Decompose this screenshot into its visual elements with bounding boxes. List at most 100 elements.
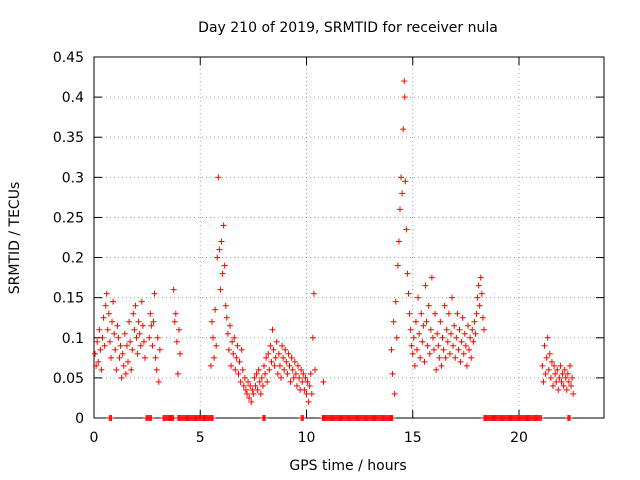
data-point (134, 350, 141, 357)
data-point (256, 378, 263, 385)
data-point (117, 342, 124, 349)
data-point (255, 366, 262, 373)
data-point (147, 310, 154, 317)
data-point (283, 358, 290, 365)
data-point (405, 290, 412, 297)
data-point (451, 322, 458, 329)
data-point (433, 366, 440, 373)
data-point (414, 346, 420, 353)
data-point (252, 382, 259, 389)
data-point (125, 358, 131, 365)
data-point (261, 362, 267, 369)
data-point (248, 398, 255, 405)
data-point (232, 366, 239, 373)
data-point (289, 366, 296, 373)
data-point (417, 354, 424, 361)
data-point (114, 322, 121, 329)
data-point (223, 314, 230, 321)
data-point (212, 306, 219, 313)
data-point (170, 286, 177, 293)
y-tick-label: 0.3 (62, 170, 84, 186)
data-point (418, 310, 425, 317)
data-point (292, 370, 299, 377)
data-point (172, 310, 179, 317)
data-point (221, 262, 228, 269)
data-point (148, 415, 155, 421)
data-point (131, 326, 138, 333)
data-point (473, 310, 480, 317)
data-point (563, 386, 570, 393)
data-point (478, 290, 485, 297)
data-point (123, 342, 130, 349)
data-point (445, 310, 452, 317)
data-point (118, 374, 125, 381)
data-point (285, 350, 292, 357)
data-point (295, 362, 301, 369)
data-point (228, 362, 235, 369)
data-point (245, 378, 252, 385)
x-tick-label: 15 (404, 430, 422, 446)
data-point (93, 362, 100, 369)
data-point (207, 362, 214, 369)
data-point (393, 334, 400, 341)
data-point (565, 378, 572, 385)
data-point (407, 326, 414, 333)
data-point (269, 326, 276, 333)
data-point (465, 322, 471, 329)
data-point (288, 354, 295, 361)
data-point (303, 390, 310, 397)
data-point (298, 366, 305, 373)
data-point (435, 342, 442, 349)
data-point (475, 282, 482, 289)
data-point (299, 378, 306, 385)
data-points (92, 78, 577, 421)
data-point (307, 370, 314, 377)
data-point (308, 390, 315, 397)
data-point (546, 350, 553, 357)
data-point (242, 386, 249, 393)
data-point (300, 415, 307, 421)
data-point (262, 370, 269, 377)
data-point (441, 302, 448, 309)
data-point (112, 346, 119, 353)
data-point (119, 350, 126, 357)
data-point (281, 366, 288, 373)
data-point (273, 338, 280, 345)
axis-ticks (93, 56, 604, 419)
data-point (570, 390, 577, 397)
data-point (129, 346, 136, 353)
data-point (235, 370, 242, 377)
data-point (550, 382, 556, 389)
data-point (388, 346, 395, 353)
data-point (399, 190, 406, 197)
x-tick-label: 0 (90, 430, 99, 446)
data-point (540, 378, 547, 385)
data-point (425, 302, 432, 309)
data-point (291, 358, 298, 365)
data-point (213, 342, 220, 349)
data-point (400, 126, 407, 133)
data-point (211, 354, 218, 361)
data-point (111, 330, 118, 337)
data-point (401, 78, 408, 85)
data-point (108, 354, 114, 361)
data-point (177, 350, 184, 357)
data-point (560, 382, 567, 389)
data-point (404, 270, 411, 277)
data-point (305, 398, 312, 405)
data-point (443, 326, 450, 333)
data-point (453, 334, 460, 341)
data-point (420, 322, 427, 329)
data-point (457, 358, 464, 365)
data-point (304, 378, 311, 385)
data-point (476, 302, 483, 309)
data-point (106, 338, 113, 345)
data-point (222, 302, 229, 309)
data-point (309, 334, 316, 341)
data-point (402, 178, 409, 185)
data-point (296, 374, 303, 381)
data-point (559, 370, 566, 377)
data-point (442, 354, 449, 361)
data-point (556, 374, 563, 381)
data-point (419, 338, 426, 345)
